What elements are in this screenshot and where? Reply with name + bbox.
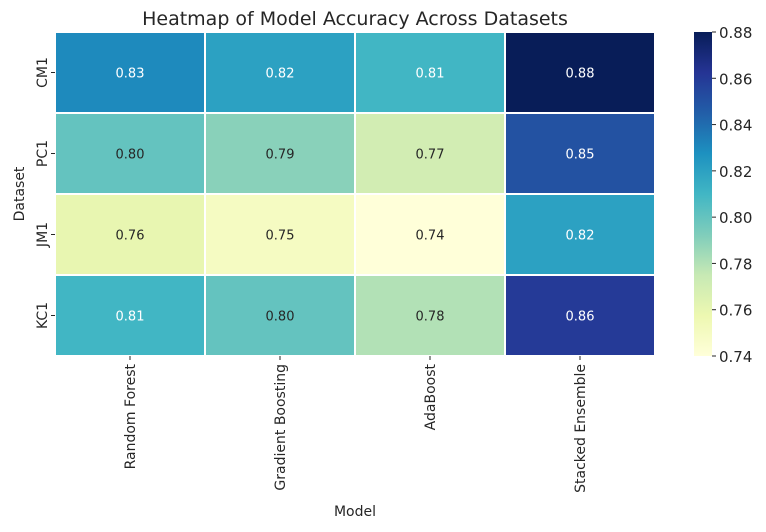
y-axis-label: Dataset <box>12 166 28 221</box>
y-tick-label-JM1: JM1 <box>35 222 51 248</box>
heatmap-cell-JM1-gradient-boosting <box>204 193 356 276</box>
y-tick-label-KC1: KC1 <box>35 302 51 329</box>
y-axis-ticks: CM1 PC1 JM1 KC1 <box>35 57 55 329</box>
colorbar-tick-label-0.74: 0.74 <box>719 348 752 366</box>
heatmap-cell-PC1-stacked-ensemble <box>504 112 656 195</box>
heatmap-cell-KC1-gradient-boosting <box>204 274 356 357</box>
colorbar-tick-label-0.84: 0.84 <box>719 117 752 135</box>
cell-annotation: 0.80 <box>116 148 145 163</box>
cell-annotation: 0.83 <box>116 67 145 82</box>
heatmap-cell-PC1-gradient-boosting <box>204 112 356 195</box>
cell-annotation: 0.82 <box>566 229 595 244</box>
colorbar-tick-label-0.76: 0.76 <box>719 302 752 320</box>
x-axis-label: Model <box>334 504 376 520</box>
y-tick-label-CM1: CM1 <box>35 57 51 88</box>
colorbar-tick-label-0.78: 0.78 <box>719 255 752 273</box>
colorbar-tick-label-0.86: 0.86 <box>719 70 752 88</box>
cell-annotation: 0.81 <box>116 310 145 325</box>
cell-annotation: 0.88 <box>566 67 595 82</box>
x-tick-label-gradient-boosting: Gradient Boosting <box>273 364 289 491</box>
colorbar-tick-label-0.88: 0.88 <box>719 24 752 42</box>
x-tick-label-random-forest: Random Forest <box>123 364 139 470</box>
heatmap-cells: 0.83 0.82 0.81 0.88 0.80 0.79 0.77 0.85 0.76 0.75… <box>54 31 656 357</box>
chart-title: Heatmap of Model Accuracy Across Dataset… <box>142 8 568 30</box>
cell-annotation: 0.80 <box>266 310 295 325</box>
cell-annotation: 0.78 <box>416 310 445 325</box>
heatmap-cell-CM1-adaboost <box>354 31 506 114</box>
cell-annotation: 0.79 <box>266 148 295 163</box>
heatmap-cell-KC1-stacked-ensemble <box>504 274 656 357</box>
heatmap-cell-CM1-stacked-ensemble <box>504 31 656 114</box>
colorbar <box>694 32 712 356</box>
cell-annotation: 0.77 <box>416 148 445 163</box>
heatmap-cell-CM1-random-forest <box>54 31 206 114</box>
cell-annotation: 0.81 <box>416 67 445 82</box>
x-tick-label-stacked-ensemble: Stacked Ensemble <box>573 364 589 493</box>
heatmap-cell-CM1-gradient-boosting <box>204 31 356 114</box>
x-tick-label-adaboost: AdaBoost <box>423 364 439 431</box>
cell-annotation: 0.86 <box>566 310 595 325</box>
cell-annotation: 0.74 <box>416 229 445 244</box>
cell-annotation: 0.85 <box>566 148 595 163</box>
cell-annotation: 0.75 <box>266 229 295 244</box>
colorbar-tick-label-0.80: 0.80 <box>719 209 752 227</box>
y-tick-label-PC1: PC1 <box>35 140 51 167</box>
x-axis-ticks: Random Forest Gradient Boosting AdaBoost St… <box>123 356 589 493</box>
cell-annotation: 0.82 <box>266 67 295 82</box>
colorbar-ticks: 0.74 0.76 0.78 0.80 0.82 0.84 0.86 0.88 <box>712 24 752 366</box>
colorbar-tick-label-0.82: 0.82 <box>719 163 752 181</box>
cell-annotation: 0.76 <box>116 229 145 244</box>
heatmap-cell-JM1-stacked-ensemble <box>504 193 656 276</box>
